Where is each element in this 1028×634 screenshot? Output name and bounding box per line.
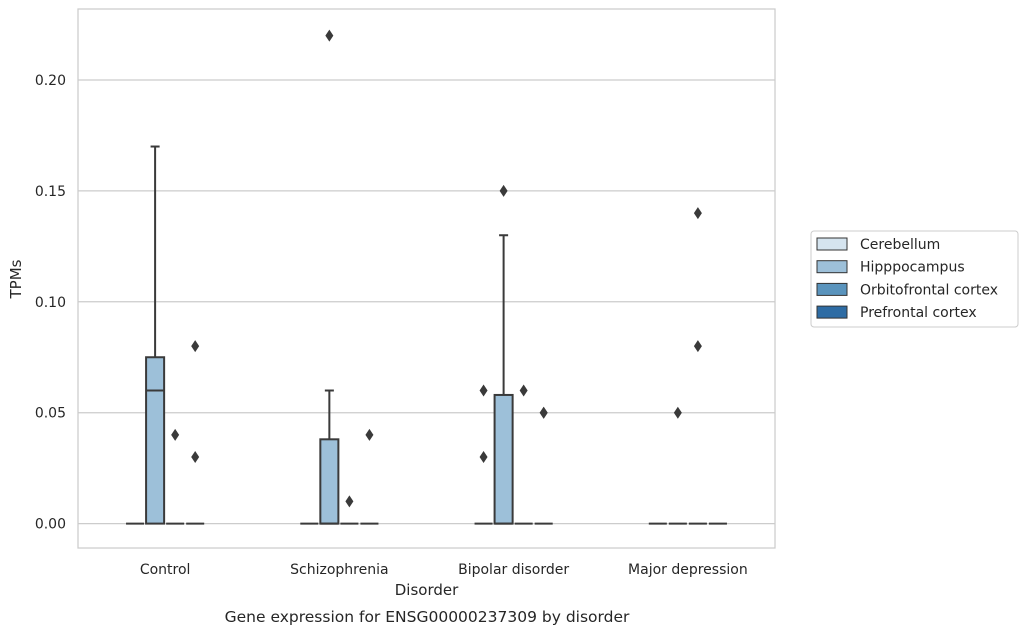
- box-body: [145, 356, 166, 525]
- outlier-point: [365, 428, 374, 441]
- box-prefrontal-cortex: [186, 340, 205, 525]
- outlier-point: [171, 428, 180, 441]
- y-tick-label: 0.15: [35, 184, 66, 200]
- x-tick-label: Schizophrenia: [290, 562, 388, 578]
- box-body: [319, 438, 340, 525]
- legend-entry-label: Cerebellum: [860, 237, 940, 253]
- box-orbitofrontal-cortex: [688, 207, 707, 525]
- y-axis-label: TPMs: [7, 259, 25, 299]
- legend-swatch: [816, 282, 848, 296]
- legend-entry-label: Orbitofrontal cortex: [860, 282, 998, 298]
- y-tick-label: 0.00: [35, 517, 66, 533]
- box-hipppocampus: [319, 29, 340, 525]
- x-tick-label: Bipolar disorder: [458, 562, 569, 578]
- outlier-point: [325, 29, 334, 42]
- outlier-point: [191, 340, 200, 353]
- outlier-point: [519, 384, 528, 397]
- outlier-point: [191, 451, 200, 464]
- legend-swatch: [816, 305, 848, 319]
- box-cerebellum: [474, 384, 493, 525]
- outlier-point: [345, 495, 354, 508]
- box-orbitofrontal-cortex: [514, 384, 533, 525]
- box-hipppocampus: [493, 184, 514, 525]
- outlier-point: [479, 451, 488, 464]
- legend-swatch: [816, 260, 848, 274]
- box-orbitofrontal-cortex: [340, 495, 359, 525]
- outlier-point: [479, 384, 488, 397]
- y-tick-labels: 0.00 0.05 0.10 0.15 0.20: [35, 73, 66, 533]
- legend-frame: [810, 230, 1019, 328]
- box-prefrontal-cortex: [360, 428, 379, 525]
- box-body: [493, 393, 514, 525]
- legend-swatch: [816, 237, 848, 251]
- legend-entry-label: Hipppocampus: [860, 260, 965, 276]
- box-prefrontal-cortex: [534, 406, 553, 525]
- box-orbitofrontal-cortex: [166, 428, 185, 525]
- y-tick-label: 0.10: [35, 295, 66, 311]
- outlier-point: [693, 207, 702, 220]
- legend: Cerebellum Hipppocampus Orbitofrontal cort…: [810, 230, 1019, 328]
- y-tick-label: 0.20: [35, 73, 66, 89]
- x-axis-label: Disorder: [395, 581, 459, 599]
- outlier-point: [499, 184, 508, 197]
- chart-caption: Gene expression for ENSG00000237309 by d…: [225, 608, 630, 626]
- outlier-point: [673, 406, 682, 419]
- box-hipppocampus: [668, 406, 687, 525]
- outlier-point: [693, 340, 702, 353]
- y-gridlines: [78, 79, 775, 525]
- box-hipppocampus: [145, 145, 166, 525]
- x-tick-labels: Control Schizophrenia Bipolar disorder Majo…: [140, 562, 748, 578]
- legend-entry-label: Prefrontal cortex: [860, 305, 977, 321]
- y-tick-label: 0.05: [35, 406, 66, 422]
- x-tick-label: Control: [140, 562, 191, 578]
- box-plot-series: [126, 29, 727, 525]
- outlier-point: [539, 406, 548, 419]
- x-tick-label: Major depression: [628, 562, 748, 578]
- plot-area-frame: [77, 8, 776, 549]
